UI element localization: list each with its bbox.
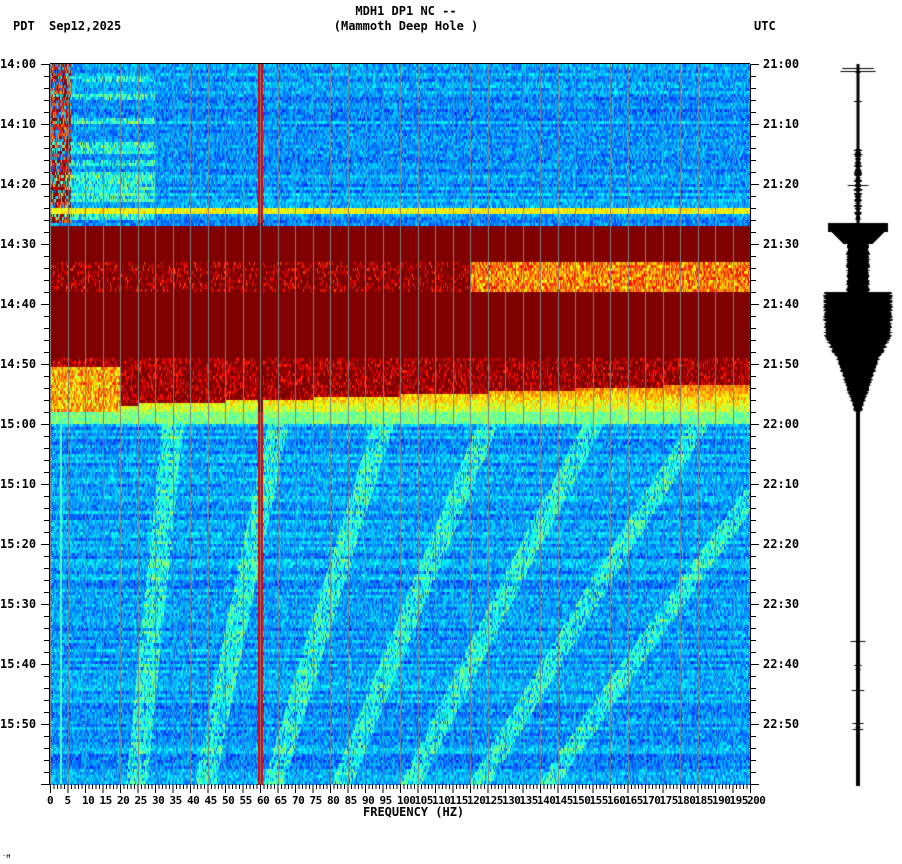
left-time-tick-label: 15:40 [0, 657, 37, 671]
frequency-tick-label: 135 [519, 794, 539, 807]
right-timezone-label: UTC [754, 19, 776, 33]
frequency-tick-label: 95 [379, 794, 393, 807]
left-time-tick-label: 14:30 [0, 237, 37, 251]
left-time-tick-label: 15:00 [0, 417, 37, 431]
frequency-tick-label: 130 [502, 794, 521, 807]
spectrogram-plot [50, 64, 751, 785]
frequency-tick-label: 200 [747, 794, 766, 807]
right-time-tick-label: 22:40 [763, 657, 800, 671]
frequency-tick-label: 70 [292, 794, 305, 807]
frequency-tick-label: 120 [467, 794, 486, 807]
right-time-tick-label: 21:40 [763, 297, 800, 311]
frequency-tick-label: 50 [222, 794, 235, 807]
frequency-tick-label: 40 [187, 794, 200, 807]
left-time-tick-label: 14:00 [0, 57, 37, 71]
frequency-tick-label: 35 [169, 794, 183, 807]
frequency-tick-label: 80 [327, 794, 340, 807]
frequency-tick-label: 55 [239, 794, 253, 807]
right-time-tick-label: 21:20 [763, 177, 800, 191]
frequency-tick-label: 45 [204, 794, 218, 807]
frequency-tick-label: 170 [642, 794, 661, 807]
frequency-tick-label: 145 [554, 794, 574, 807]
frequency-tick-label: 180 [677, 794, 696, 807]
frequency-tick-label: 20 [117, 794, 130, 807]
left-time-tick-label: 15:50 [0, 717, 37, 731]
right-time-tick-label: 21:30 [763, 237, 800, 251]
right-time-tick-label: 21:00 [763, 57, 800, 71]
frequency-tick-label: 190 [712, 794, 731, 807]
left-time-tick-label: 14:50 [0, 357, 37, 371]
station-title: MDH1 DP1 NC -- [355, 4, 457, 18]
left-time-tick-label: 14:10 [0, 117, 37, 131]
left-timezone-label: PDT [13, 19, 35, 33]
x-axis-title: FREQUENCY (HZ) [363, 805, 465, 819]
right-time-tick-label: 21:10 [763, 117, 800, 131]
frequency-tick-label: 175 [659, 794, 679, 807]
site-title: (Mammoth Deep Hole ) [333, 19, 479, 33]
frequency-tick-label: 90 [362, 794, 375, 807]
frequency-tick-label: 25 [134, 794, 148, 807]
left-time-tick-label: 15:30 [0, 597, 37, 611]
frequency-tick-label: 155 [589, 794, 609, 807]
frequency-tick-label: 85 [344, 794, 358, 807]
left-time-tick-label: 14:40 [0, 297, 37, 311]
right-time-tick-label: 22:00 [763, 417, 800, 431]
frequency-tick-label: 185 [694, 794, 714, 807]
corner-mark: ·ʜ [2, 852, 11, 860]
frequency-tick-label: 30 [152, 794, 165, 807]
frequency-tick-label: 5 [64, 794, 72, 807]
seismogram-trace [800, 60, 902, 790]
left-time-tick-label: 15:10 [0, 477, 37, 491]
frequency-tick-label: 140 [537, 794, 556, 807]
frequency-tick-label: 65 [274, 794, 288, 807]
frequency-tick-label: 100 [397, 794, 416, 807]
frequency-tick-label: 125 [484, 794, 504, 807]
frequency-tick-label: 75 [309, 794, 323, 807]
date-label: Sep12,2025 [49, 19, 122, 33]
right-time-tick-label: 22:20 [763, 537, 800, 551]
frequency-tick-label: 105 [414, 794, 434, 807]
frequency-tick-label: 110 [432, 794, 451, 807]
frequency-tick-label: 195 [729, 794, 749, 807]
left-time-tick-label: 14:20 [0, 177, 37, 191]
right-time-tick-label: 22:30 [763, 597, 800, 611]
frequency-tick-label: 15 [99, 794, 113, 807]
frequency-tick-label: 160 [607, 794, 626, 807]
right-time-tick-label: 21:50 [763, 357, 800, 371]
frequency-tick-label: 150 [572, 794, 591, 807]
right-time-tick-label: 22:10 [763, 477, 800, 491]
frequency-tick-label: 165 [624, 794, 644, 807]
frequency-tick-label: 115 [449, 794, 469, 807]
left-time-tick-label: 15:20 [0, 537, 37, 551]
frequency-tick-label: 60 [257, 794, 270, 807]
frequency-tick-label: 0 [47, 794, 54, 807]
right-time-tick-label: 22:50 [763, 717, 800, 731]
frequency-tick-label: 10 [82, 794, 95, 807]
